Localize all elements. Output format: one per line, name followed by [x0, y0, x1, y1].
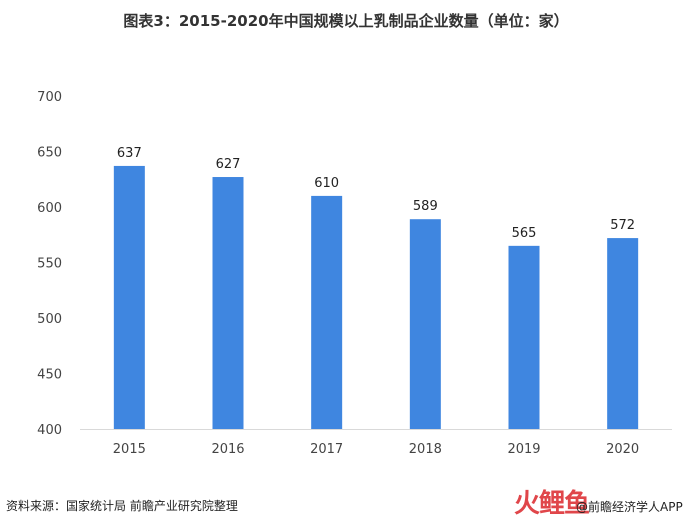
data-label-2020: 572	[610, 218, 635, 233]
bar-2018	[409, 219, 441, 429]
y-tick-label: 550	[37, 257, 62, 272]
source-note: 资料来源：国家统计局 前瞻产业研究院整理	[6, 499, 238, 513]
y-tick-label: 450	[37, 368, 62, 383]
y-tick-label: 400	[37, 423, 62, 438]
brand-app-label: @前瞻经济学人APP	[576, 500, 683, 514]
data-label-2017: 610	[314, 176, 339, 191]
x-tick-label: 2015	[113, 442, 146, 457]
bar-2020	[607, 238, 639, 429]
y-tick-label: 600	[37, 201, 62, 216]
bar-chart: 400 450 500 550 600 650 700 637 2015 627 2016 610 20…	[37, 90, 672, 457]
bar-2016	[212, 177, 244, 429]
y-tick-label: 650	[37, 146, 62, 161]
data-label-2016: 627	[216, 157, 241, 172]
x-tick-label: 2020	[606, 442, 639, 457]
brand-watermark: 火鲤鱼 @前瞻经济学人APP	[514, 483, 690, 523]
x-tick-label: 2019	[507, 442, 540, 457]
y-tick-label: 700	[37, 90, 62, 105]
brand-logo: 火鲤鱼	[514, 483, 590, 520]
data-label-2018: 589	[413, 199, 438, 214]
x-tick-label: 2017	[310, 442, 343, 457]
bar-2019	[508, 245, 540, 429]
data-label-2015: 637	[117, 146, 142, 161]
y-tick-label: 500	[37, 312, 62, 327]
data-label-2019: 565	[512, 226, 537, 241]
bar-2015	[113, 165, 145, 429]
x-tick-label: 2016	[211, 442, 244, 457]
x-tick-label: 2018	[409, 442, 442, 457]
bar-2017	[311, 195, 343, 429]
chart-title: 图表3：2015-2020年中国规模以上乳制品企业数量（单位：家）	[123, 12, 569, 30]
brand-logo-text: 火鲤鱼	[514, 489, 590, 519]
